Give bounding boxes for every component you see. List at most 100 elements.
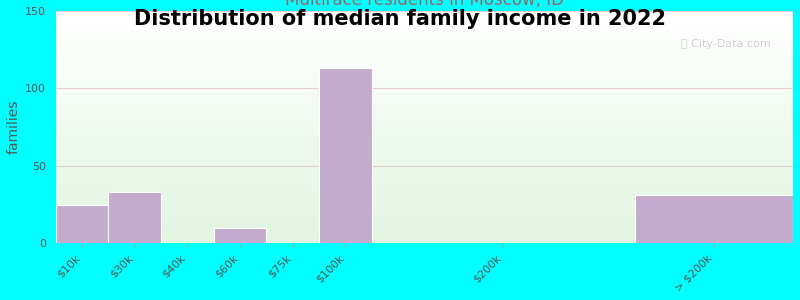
Bar <box>56 44 793 45</box>
Bar <box>56 67 793 68</box>
Bar <box>56 124 793 126</box>
Bar <box>56 74 793 76</box>
Bar <box>56 200 793 202</box>
Bar <box>56 149 793 151</box>
Bar <box>56 226 793 228</box>
Bar <box>56 167 793 169</box>
Bar <box>56 158 793 160</box>
Bar <box>56 96 793 98</box>
Y-axis label: families: families <box>7 100 21 154</box>
Bar <box>56 189 793 191</box>
Bar <box>56 22 793 23</box>
Text: Distribution of median family income in 2022: Distribution of median family income in … <box>134 9 666 29</box>
Bar <box>56 57 793 59</box>
Bar <box>56 242 793 244</box>
Bar <box>56 231 793 232</box>
Bar <box>56 112 793 113</box>
Bar <box>56 194 793 195</box>
Bar <box>56 81 793 82</box>
Bar <box>56 136 793 138</box>
Bar <box>56 28 793 29</box>
Bar <box>56 197 793 199</box>
Bar <box>56 93 793 94</box>
Bar <box>56 126 793 127</box>
Bar <box>56 13 793 14</box>
Bar <box>56 88 793 90</box>
Bar <box>56 236 793 237</box>
Bar <box>56 206 793 208</box>
Bar <box>56 216 793 217</box>
Bar <box>56 208 793 209</box>
Bar <box>56 146 793 147</box>
Bar <box>635 195 793 244</box>
Bar <box>56 37 793 39</box>
Bar <box>56 102 793 104</box>
Bar <box>56 220 793 222</box>
Bar <box>56 64 793 65</box>
Bar <box>56 71 793 73</box>
Bar <box>56 31 793 33</box>
Bar <box>56 171 793 172</box>
Bar <box>56 73 793 74</box>
Text: ⓘ City-Data.com: ⓘ City-Data.com <box>681 39 771 49</box>
Title: Multirace residents in Moscow, ID: Multirace residents in Moscow, ID <box>285 0 564 9</box>
Bar <box>56 135 793 136</box>
Bar <box>56 161 793 163</box>
Bar <box>56 222 793 223</box>
Bar <box>56 183 793 184</box>
Bar <box>56 205 109 244</box>
Bar <box>56 182 793 183</box>
Bar <box>56 17 793 19</box>
Bar <box>56 54 793 56</box>
Bar <box>56 164 793 166</box>
Bar <box>56 209 793 211</box>
Bar <box>56 195 793 197</box>
Bar <box>56 147 793 149</box>
Bar <box>56 154 793 155</box>
Bar <box>56 234 793 236</box>
Bar <box>56 138 793 140</box>
Bar <box>56 180 793 182</box>
Bar <box>56 239 793 240</box>
Bar <box>56 16 793 17</box>
Bar <box>56 94 793 96</box>
Bar <box>56 34 793 36</box>
Bar <box>56 107 793 109</box>
Bar <box>56 46 793 48</box>
Bar <box>56 211 793 212</box>
Bar <box>56 214 793 216</box>
Bar <box>56 40 793 42</box>
Bar <box>56 118 793 119</box>
Bar <box>56 50 793 51</box>
Bar <box>56 19 793 20</box>
Bar <box>56 115 793 116</box>
Bar <box>56 79 793 81</box>
Bar <box>56 151 793 152</box>
Bar <box>214 228 266 244</box>
Bar <box>319 68 372 244</box>
Bar <box>56 87 793 88</box>
Bar <box>56 90 793 92</box>
Bar <box>56 48 793 50</box>
Bar <box>56 116 793 118</box>
Bar <box>56 199 793 200</box>
Bar <box>56 192 793 194</box>
Bar <box>56 101 793 102</box>
Bar <box>56 119 793 121</box>
Bar <box>109 192 161 244</box>
Bar <box>56 184 793 186</box>
Bar <box>56 25 793 26</box>
Bar <box>56 53 793 54</box>
Bar <box>56 82 793 84</box>
Bar <box>56 39 793 41</box>
Bar <box>56 212 793 214</box>
Bar <box>56 106 793 107</box>
Bar <box>56 70 793 71</box>
Bar <box>56 130 793 132</box>
Bar <box>56 166 793 167</box>
Bar <box>56 140 793 141</box>
Bar <box>56 123 793 124</box>
Bar <box>56 191 793 192</box>
Bar <box>56 157 793 158</box>
Bar <box>56 110 793 112</box>
